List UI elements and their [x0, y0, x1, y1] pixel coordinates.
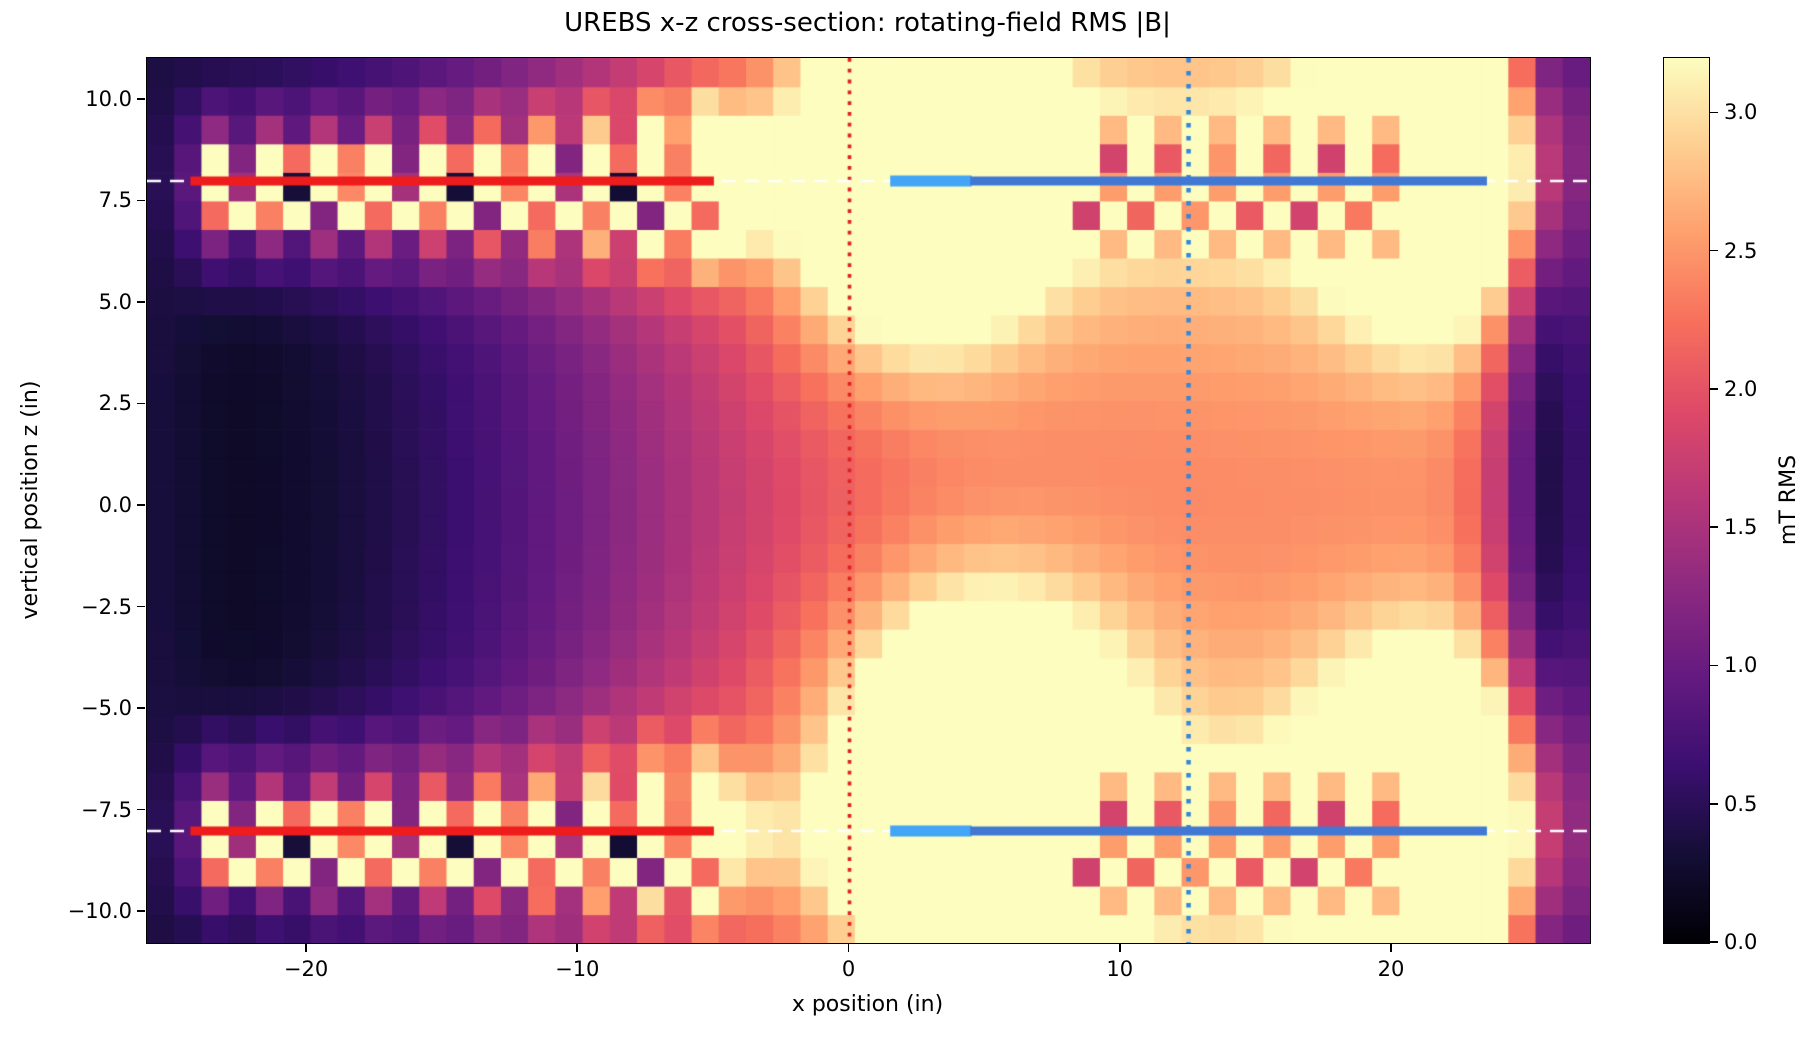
colorbar-tick-mark — [1710, 388, 1718, 390]
y-tick-label: 7.5 — [98, 188, 132, 213]
y-tick-label: 10.0 — [85, 86, 132, 111]
y-tick-label: −7.5 — [81, 797, 132, 822]
y-tick-mark — [137, 199, 145, 202]
colorbar — [1663, 57, 1710, 944]
colorbar-tick-label: 3.0 — [1724, 100, 1758, 125]
y-tick-label: −10.0 — [67, 899, 132, 924]
y-tick-mark — [137, 301, 145, 303]
x-tick-label: 0 — [841, 957, 856, 981]
y-tick-label: −5.0 — [81, 696, 132, 721]
x-tick-label: 10 — [1106, 957, 1134, 981]
colorbar-tick-mark — [1710, 802, 1718, 805]
heatmap-canvas — [146, 57, 1591, 944]
y-tick-mark — [137, 98, 145, 100]
y-tick-mark — [137, 910, 145, 912]
x-tick-label: 20 — [1377, 957, 1405, 981]
x-tick-mark — [847, 944, 850, 952]
colorbar-tick-mark — [1710, 941, 1718, 943]
colorbar-tick-label: 0.0 — [1724, 930, 1758, 954]
colorbar-tick-mark — [1710, 664, 1718, 667]
x-tick-mark — [305, 944, 307, 952]
y-tick-label: 5.0 — [98, 289, 132, 314]
colorbar-tick-label: 0.5 — [1724, 791, 1758, 816]
x-axis-label: x position (in) — [791, 992, 944, 1017]
colorbar-tick-label: 2.5 — [1724, 238, 1758, 263]
x-tick-mark — [1118, 944, 1121, 952]
y-axis-label: vertical position z (in) — [18, 380, 43, 620]
colorbar-tick-label: 1.0 — [1724, 653, 1758, 678]
colorbar-tick-mark — [1710, 526, 1718, 528]
x-tick-label: −20 — [283, 957, 329, 981]
chart-title: UREBS x-z cross-section: rotating-field … — [564, 8, 1171, 38]
y-tick-mark — [137, 605, 145, 608]
colorbar-tick-mark — [1710, 249, 1718, 252]
y-tick-mark — [137, 707, 145, 709]
colorbar-label: mT RMS — [1776, 454, 1801, 546]
colorbar-tick-label: 2.0 — [1724, 376, 1758, 401]
y-tick-label: 0.0 — [98, 492, 132, 517]
y-tick-label: 2.5 — [98, 391, 132, 416]
y-tick-mark — [137, 504, 145, 506]
x-tick-label: −10 — [555, 957, 600, 981]
x-tick-mark — [1390, 944, 1392, 952]
colorbar-tick-label: 1.5 — [1724, 515, 1758, 540]
x-tick-mark — [576, 944, 579, 952]
colorbar-tick-mark — [1710, 111, 1718, 114]
y-tick-label: −2.5 — [81, 594, 132, 619]
y-tick-mark — [137, 808, 145, 811]
y-tick-mark — [137, 402, 145, 405]
